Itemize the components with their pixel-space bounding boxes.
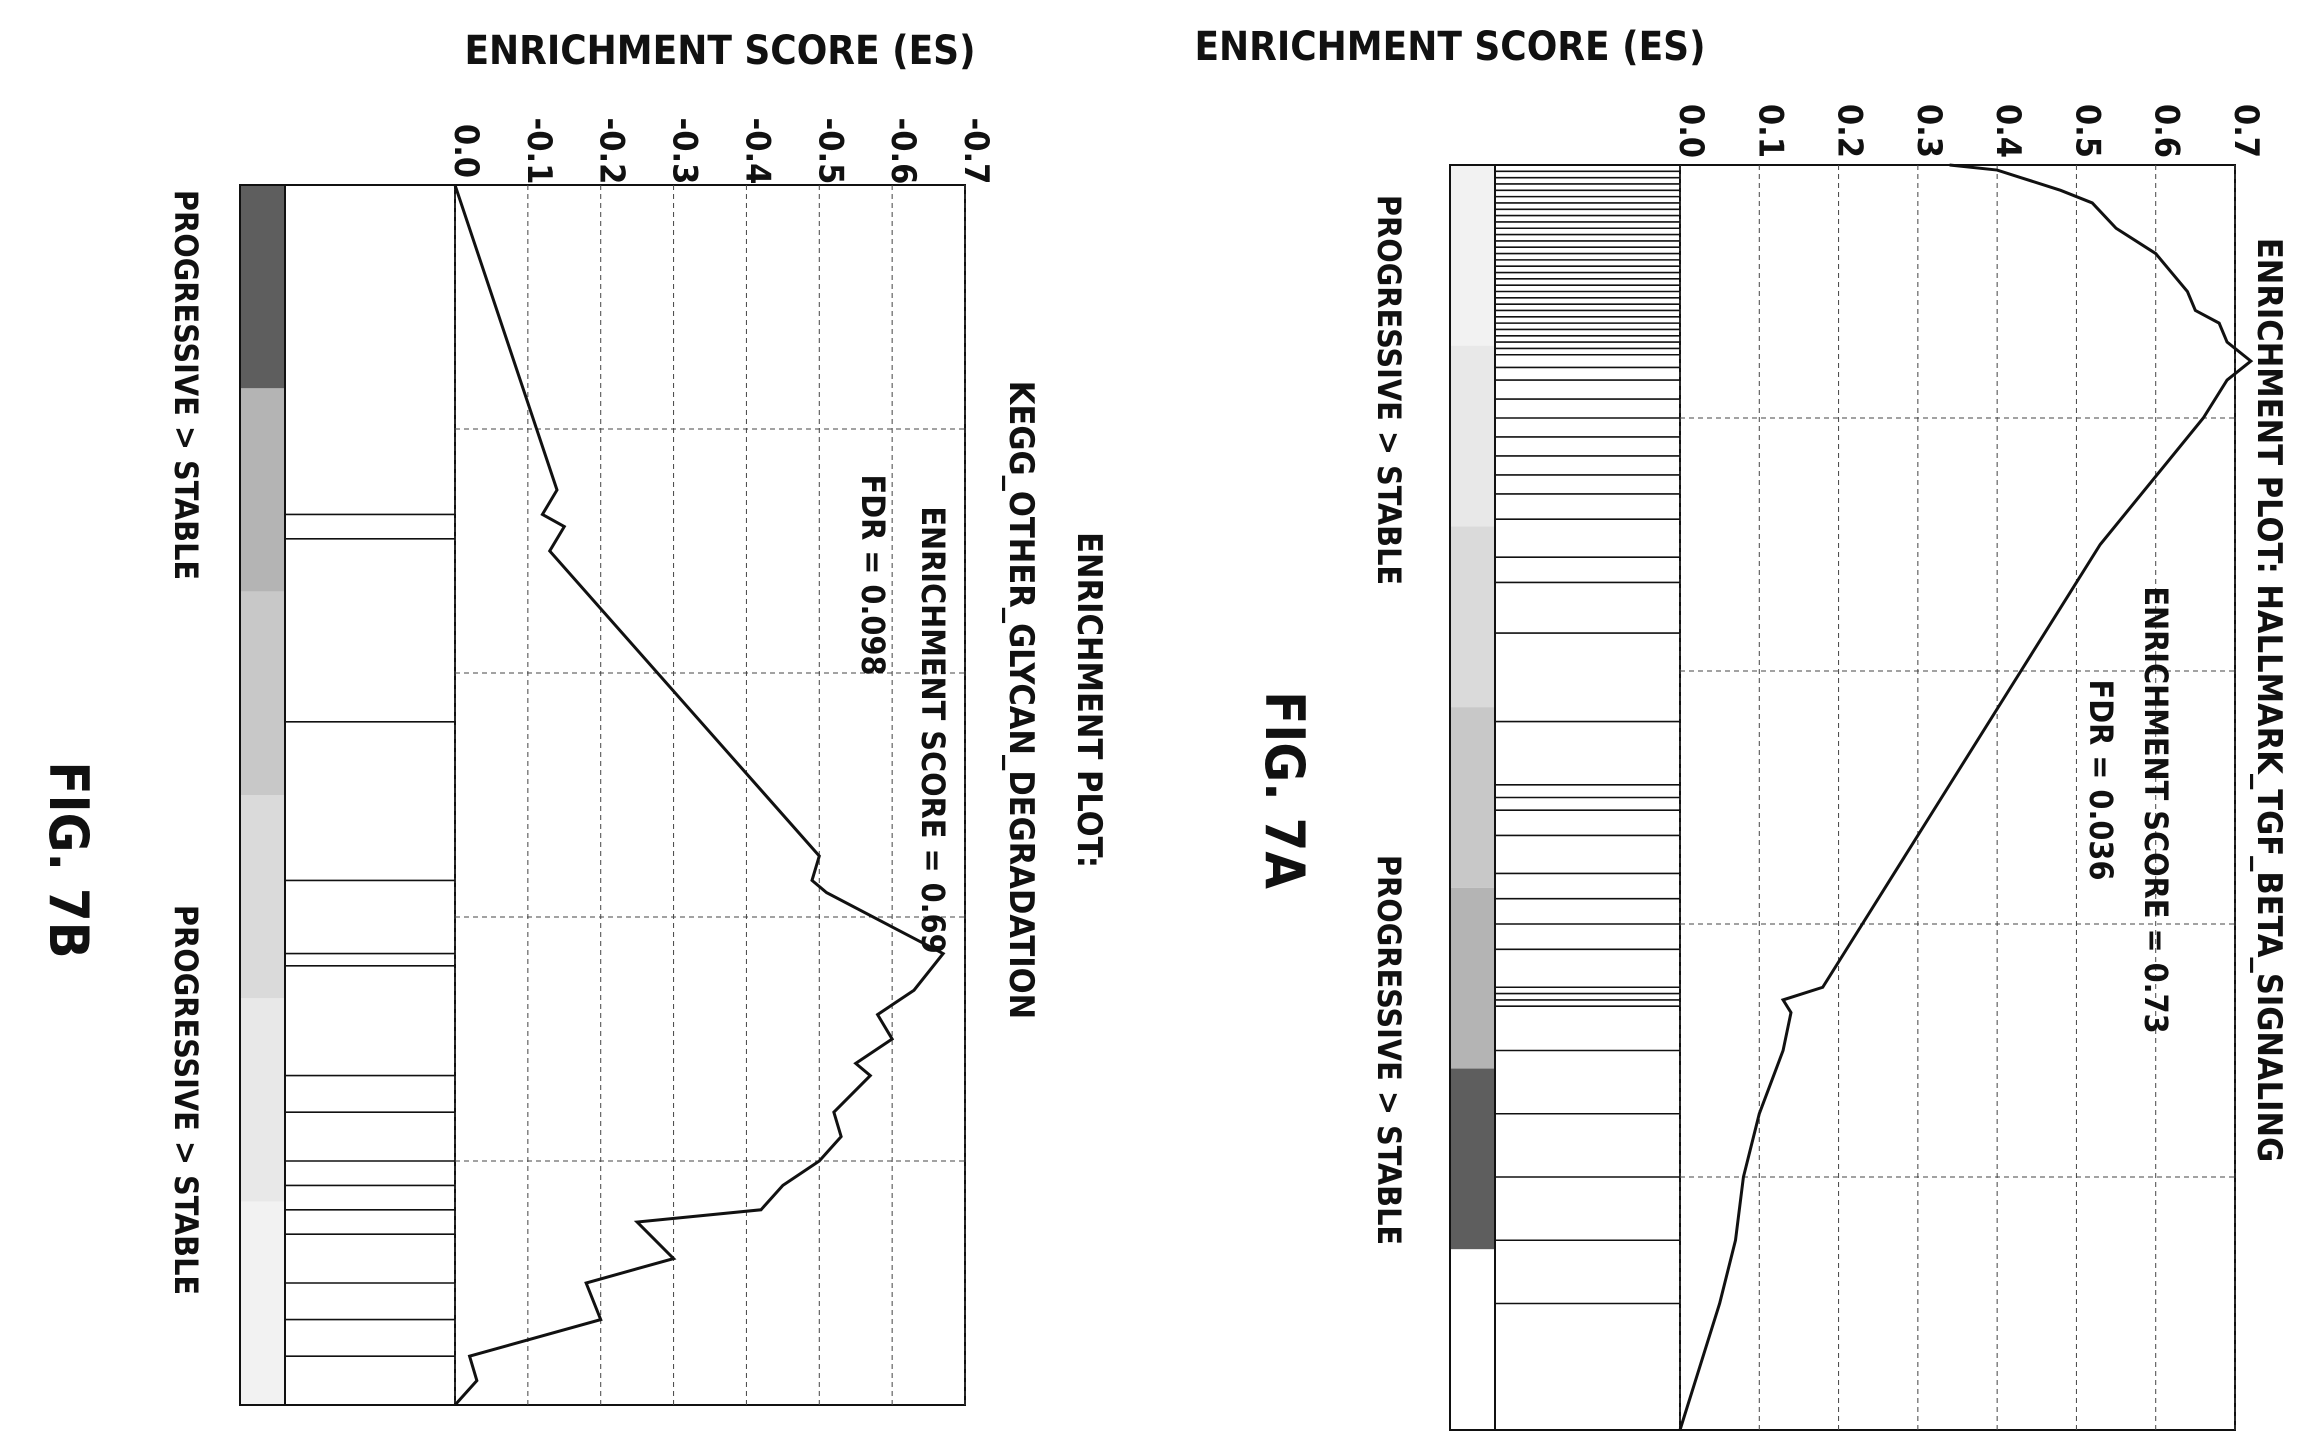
x-start-label: PROGRESSIVE > STABLE bbox=[167, 190, 205, 580]
ranking-bar-border bbox=[239, 184, 286, 1406]
ranking-segment bbox=[1450, 526, 1495, 708]
y-tick-labels: 0.0 0.1 0.2 0.3 0.4 0.5 0.6 0.7 bbox=[1671, 104, 2266, 158]
y-tick-label: 0.0 bbox=[446, 124, 486, 178]
plot-title: ENRICHMENT PLOT: HALLMARK_TGF_BETA_SIGNA… bbox=[2249, 238, 2289, 1162]
y-tick-label: -0.1 bbox=[519, 118, 559, 185]
x-end-label: PROGRESSIVE > STABLE bbox=[1370, 855, 1408, 1245]
ranking-segment bbox=[240, 388, 285, 592]
y-tick-label: 0.0 bbox=[1671, 104, 1711, 158]
y-tick-label: -0.2 bbox=[592, 118, 632, 185]
y-tick-label: 0.1 bbox=[1750, 104, 1790, 158]
figure-label: FIG. 7B bbox=[37, 761, 100, 958]
plot-area-border bbox=[454, 184, 966, 1406]
enrichment-plot-frame bbox=[284, 184, 966, 1407]
y-tick-label: 0.6 bbox=[2147, 104, 2187, 158]
y-tick-label: -0.5 bbox=[810, 118, 850, 185]
y-tick-label: 0.2 bbox=[1830, 104, 1870, 158]
ranking-segment bbox=[240, 591, 285, 795]
ranking-segment bbox=[1450, 1068, 1495, 1250]
ranking-segment bbox=[1450, 707, 1495, 888]
fdr-annotation: FDR = 0.098 bbox=[854, 475, 892, 676]
figure-label: FIG. 7A bbox=[1253, 691, 1316, 889]
fdr-annotation: FDR = 0.036 bbox=[2082, 680, 2120, 881]
ranking-segment bbox=[1450, 165, 1495, 346]
chart-fig-7a: 0.0 0.1 0.2 0.3 0.4 0.5 0.6 0.7 ENRICHMENT SCOR… bbox=[1194, 24, 2289, 1431]
hit-marks bbox=[1495, 164, 1680, 1305]
ranking-segment bbox=[1450, 887, 1495, 1069]
x-start-label: PROGRESSIVE > STABLE bbox=[1370, 195, 1408, 585]
y-tick-label: 0.3 bbox=[1909, 104, 1949, 158]
y-tick-label: -0.7 bbox=[956, 118, 996, 185]
enrichment-score-annotation: ENRICHMENT SCORE = 0.69 bbox=[914, 506, 952, 953]
y-tick-label: 0.7 bbox=[2226, 104, 2266, 158]
x-end-label: PROGRESSIVE > STABLE bbox=[167, 905, 205, 1295]
enrichment-line bbox=[1678, 163, 2254, 1431]
y-tick-label: 0.5 bbox=[2067, 104, 2107, 158]
y-tick-label: -0.3 bbox=[665, 118, 705, 185]
enrichment-score-annotation: ENRICHMENT SCORE = 0.73 bbox=[2137, 586, 2175, 1033]
y-tick-label: -0.4 bbox=[737, 118, 777, 185]
ranking-bar-border bbox=[1449, 164, 1496, 1431]
ranking-bar bbox=[239, 184, 286, 1406]
plot-title-line-1: ENRICHMENT PLOT: bbox=[1069, 532, 1109, 868]
ranking-segment bbox=[240, 185, 285, 389]
ranking-segment bbox=[240, 1201, 285, 1405]
enrichment-line bbox=[453, 184, 946, 1407]
ranking-segment bbox=[1450, 1249, 1495, 1430]
y-tick-label: 0.4 bbox=[1988, 104, 2028, 158]
ranking-segment bbox=[1450, 345, 1495, 527]
ranking-bar bbox=[1449, 164, 1496, 1431]
hit-marks bbox=[285, 513, 455, 1357]
y-axis-title: ENRICHMENT SCORE (ES) bbox=[1194, 24, 1705, 70]
hit-area-border bbox=[284, 184, 456, 1406]
y-tick-label: -0.6 bbox=[883, 118, 923, 185]
chart-fig-7b: 0.0 -0.1 -0.2 -0.3 -0.4 -0.5 -0.6 -0.7 ENRICHME… bbox=[37, 28, 1109, 1407]
y-tick-labels: 0.0 -0.1 -0.2 -0.3 -0.4 -0.5 -0.6 -0.7 bbox=[446, 118, 996, 185]
plot-title-line-2: KEGG_OTHER_GLYCAN_DEGRADATION bbox=[1001, 381, 1041, 1019]
y-axis-title: ENRICHMENT SCORE (ES) bbox=[464, 28, 975, 74]
ranking-segment bbox=[240, 998, 285, 1202]
ranking-segment bbox=[240, 795, 285, 999]
